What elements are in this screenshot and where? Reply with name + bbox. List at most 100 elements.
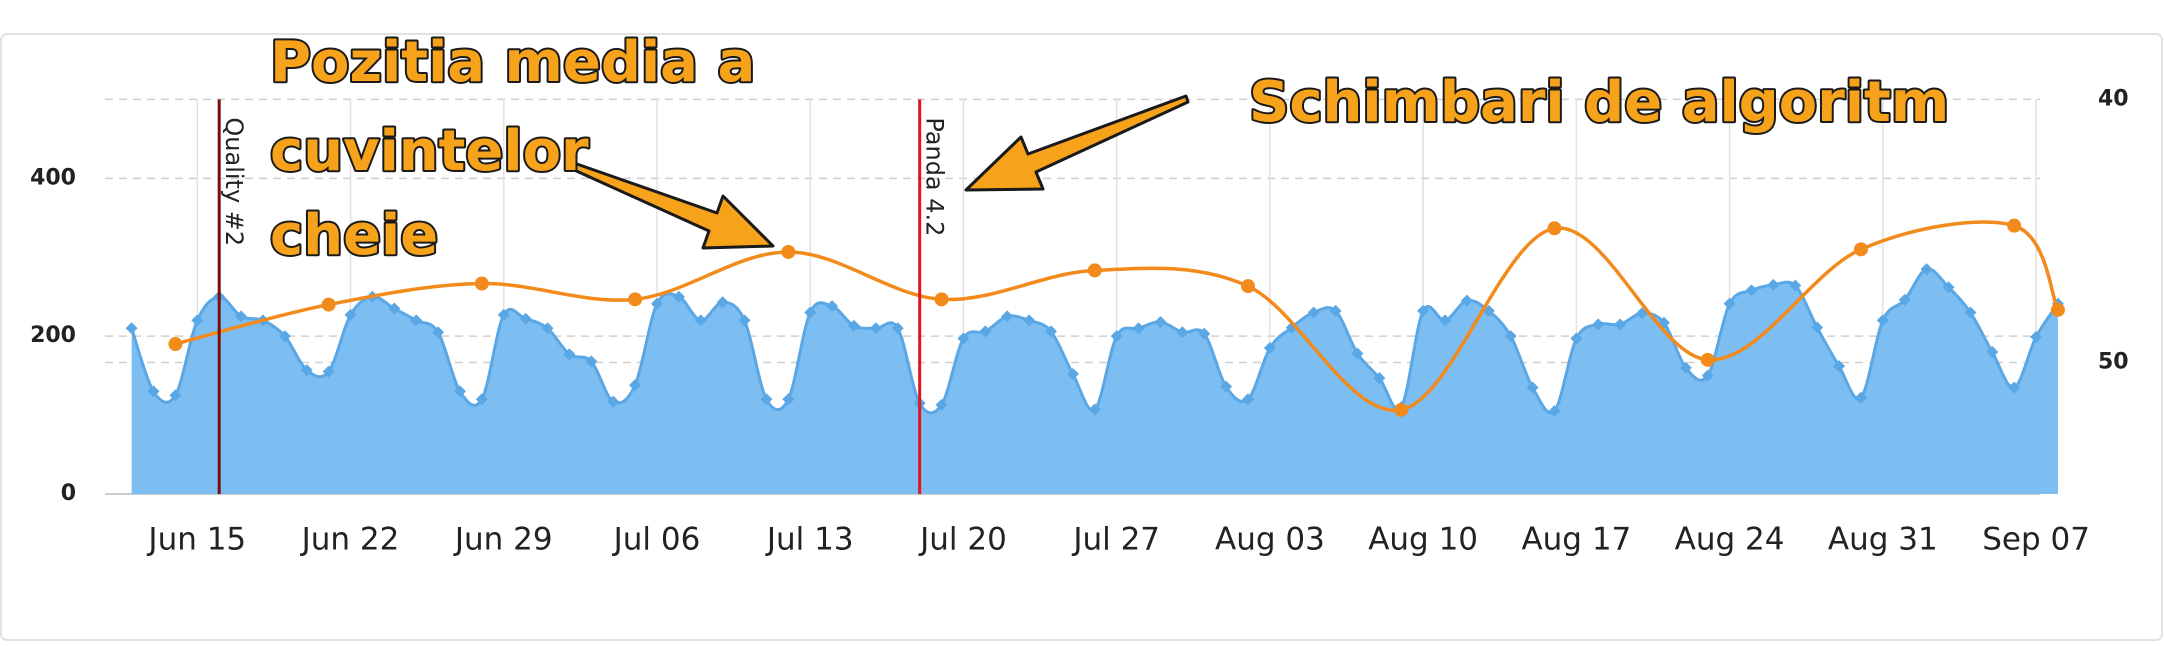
labels: 0 200 400 40 50 Jun 15 Jun 22 Jun 29 Jul 06 Jul 1… [30,86,2129,557]
area-point [1723,297,1736,310]
area-point [869,322,882,335]
area-point [300,364,313,377]
x-tick-label: Jun 15 [146,522,246,558]
line-point [1700,352,1715,367]
area-point [169,389,182,402]
x-tick-label: Jul 27 [1071,522,1160,558]
area-point [1942,281,1955,294]
area-point [191,314,204,327]
area-point [1570,332,1583,345]
area-point [1307,306,1320,319]
area-point [278,330,291,343]
area-point [1504,330,1517,343]
area-point [1767,278,1780,291]
line-point [628,292,643,307]
x-tick-label: Aug 17 [1521,522,1631,558]
area-point [1198,327,1211,340]
area-point [432,326,445,339]
area-point [1701,369,1714,382]
callout-text: Schimbari de algoritm [1249,70,1949,135]
x-tick-label: Jul 20 [918,522,1007,558]
area-point [738,314,751,327]
area-point [585,355,598,368]
area-point [1132,322,1145,335]
area-point [1220,380,1233,393]
area-point [979,325,992,338]
area-point [1176,326,1189,339]
area-point [563,348,576,361]
x-tick-label: Jul 06 [612,522,701,558]
line-point [2050,302,2065,317]
area-point [235,310,248,323]
area-point [497,308,510,321]
callout-text: cuvintelor [270,119,589,184]
area-point [935,398,948,411]
callout-arrow [570,161,775,250]
line-point [474,276,489,291]
y-tick-label: 200 [30,323,76,348]
area-point [1592,318,1605,331]
line-point [1241,279,1256,294]
area-point [1460,294,1473,307]
area-point [1920,263,1933,276]
line-point [1853,242,1868,257]
area-point [1614,318,1627,331]
line-point [168,337,183,352]
area-point [650,297,663,310]
callout-text: cheie [270,203,438,268]
area-point [1373,371,1386,384]
area-point [1045,325,1058,338]
x-tick-label: Jun 29 [453,522,553,558]
area-point [804,306,817,319]
area-point [1066,368,1079,381]
area-point [694,314,707,327]
y-tick-label: 400 [30,165,76,190]
area-point [1789,279,1802,292]
area-point [1964,306,1977,319]
area-point [388,302,401,315]
line [174,220,2060,413]
callouts: Pozitia media a cuvintelor cheie Schimba… [268,28,1951,270]
area-point [1811,321,1824,334]
area-point [1088,403,1101,416]
plot: Quality #2 Panda 4.2 [125,99,2065,494]
y2-tick-label: 40 [2098,86,2129,111]
x-tick-label: Sep 07 [1982,522,2090,558]
area-point [1329,304,1342,317]
area-point [1154,315,1167,328]
area-point [453,385,466,398]
line-point [934,292,949,307]
area-point [2030,330,2043,343]
area-point [760,393,773,406]
area-point [1351,347,1364,360]
area-point [541,322,554,335]
area-point [475,393,488,406]
x-tick-label: Jul 13 [765,522,854,558]
area-point [1439,314,1452,327]
line-point [1547,221,1562,236]
line-point [1394,402,1409,417]
area-point [1986,345,1999,358]
area-point [147,385,160,398]
area-point [826,300,839,313]
area-point [1023,314,1036,327]
area-point [410,314,423,327]
area-point [716,296,729,309]
area-point [1001,310,1014,323]
area-point [344,308,357,321]
area-point [1876,314,1889,327]
area-point [891,322,904,335]
annotation-label: Quality #2 [220,117,248,246]
area-point [2008,381,2021,394]
area-point [957,332,970,345]
area-point [519,312,532,325]
x-tick-label: Aug 03 [1215,522,1325,558]
area-point [1898,293,1911,306]
area-point [672,290,685,303]
line-point [321,297,336,312]
area-point [1526,381,1539,394]
x-tick-label: Aug 10 [1368,522,1478,558]
annotation-label: Panda 4.2 [921,117,949,236]
callout-text: Pozitia media a [270,30,755,95]
